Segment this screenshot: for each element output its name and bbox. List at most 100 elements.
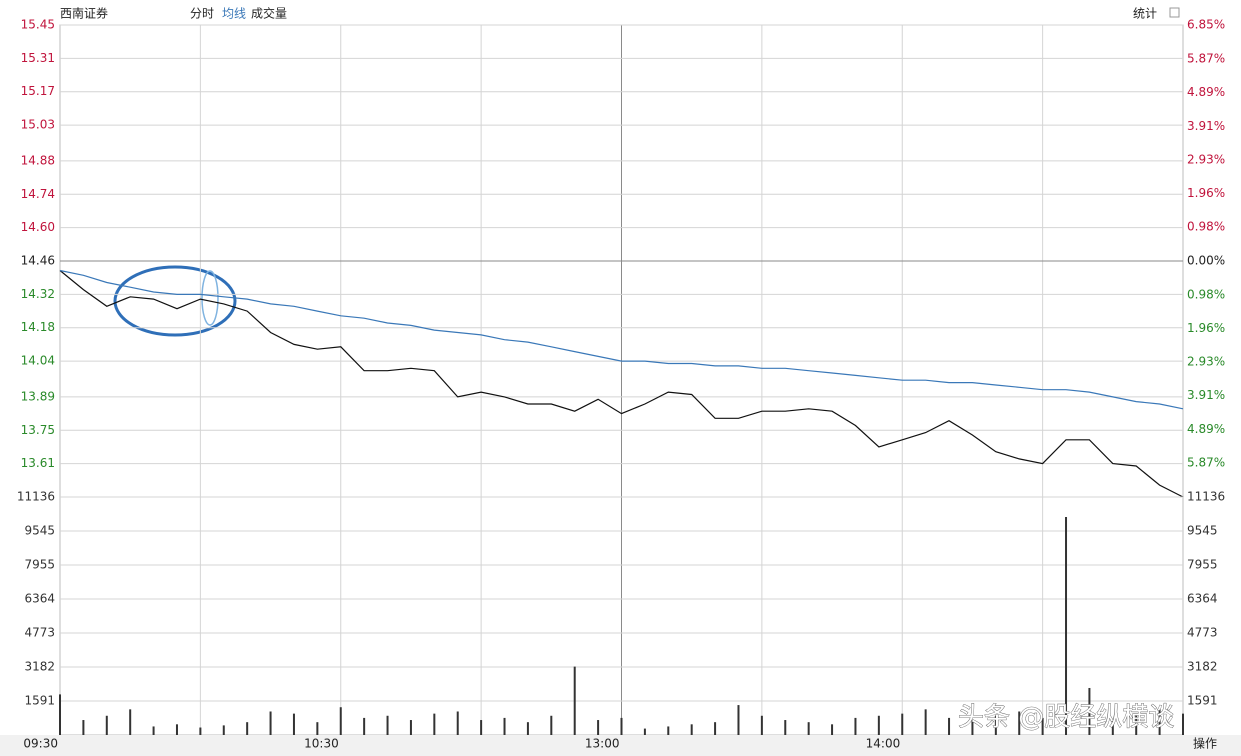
y-tick-label: 14.88 (21, 153, 55, 167)
price-line (59, 269, 1184, 410)
y-tick-label: 13.61 (21, 456, 55, 470)
volume-bar (854, 717, 857, 735)
tab[interactable]: 均线 (222, 7, 246, 21)
volume-bar (901, 713, 904, 735)
volume-bar (199, 727, 202, 735)
y2-tick-label: 4.89% (1187, 422, 1225, 436)
y-tick-label: 4773 (24, 625, 55, 639)
y-tick-label: 14.18 (21, 320, 55, 334)
volume-bar (877, 715, 880, 735)
volume-bar (831, 724, 834, 735)
time-bar (0, 735, 1241, 756)
y-tick-label: 15.45 (21, 18, 55, 32)
y-tick-label: 15.31 (21, 51, 55, 65)
y-tick-label: 14.46 (21, 254, 55, 268)
y2-tick-label: 3.91% (1187, 388, 1225, 402)
volume-bar (714, 722, 717, 735)
y-tick-label: 13.89 (21, 389, 55, 403)
x-tick-label: 14:00 (866, 737, 901, 751)
action-button[interactable]: 操作 (1193, 736, 1217, 751)
volume-bar (784, 720, 787, 735)
y-tick-label: 11136 (17, 490, 55, 504)
volume-bar (1135, 715, 1138, 735)
volume-bar (1065, 517, 1068, 735)
y-tick-label: 1591 (24, 693, 55, 707)
volume-bar (292, 713, 295, 735)
y2-tick-label: 1591 (1187, 693, 1218, 707)
volume-bar (1088, 687, 1091, 735)
y2-tick-label: 6.85% (1187, 18, 1225, 32)
volume-bar (994, 715, 997, 735)
tab[interactable]: 分时 (190, 7, 214, 21)
stats-icon[interactable] (1169, 7, 1180, 18)
volume-bar (550, 715, 553, 735)
y2-tick-label: 1.96% (1187, 186, 1225, 200)
volume-bar (1111, 720, 1114, 735)
tab[interactable]: 成交量 (251, 6, 287, 21)
volume-bar (643, 728, 646, 735)
volume-bar (503, 717, 506, 735)
volume-bar (526, 722, 529, 735)
volume-bar (59, 694, 61, 735)
y2-tick-label: 11136 (1187, 490, 1225, 504)
volume-bar (316, 722, 319, 735)
y-tick-label: 14.32 (21, 287, 55, 301)
volume-bar (924, 709, 927, 735)
volume-bar (129, 709, 132, 735)
y2-tick-label: 2.93% (1187, 153, 1225, 167)
volume-bar (760, 715, 763, 735)
volume-bar (971, 720, 974, 735)
y-tick-label: 14.60 (21, 220, 55, 234)
volume-bar (82, 720, 85, 735)
x-tick-label: 13:00 (585, 737, 620, 751)
volume-bar (222, 725, 225, 735)
y2-tick-label: 0.98% (1187, 220, 1225, 234)
volume-bar (690, 724, 693, 735)
volume-bar (667, 726, 670, 735)
y2-tick-label: 5.87% (1187, 456, 1225, 470)
y2-tick-label: 3.91% (1187, 119, 1225, 133)
plot: 09:30 10:30 13:00 14:00 15.45 15.31 15.17 15.03… (17, 18, 1225, 751)
y2-tick-label: 5.87% (1187, 51, 1225, 65)
y2-tick-label: 0.98% (1187, 287, 1225, 301)
volume-bar (363, 717, 366, 735)
volume-bar (597, 720, 600, 735)
watermark: 头条 @股经纵横谈 (958, 703, 1174, 733)
volume-bar (807, 722, 810, 735)
volume-bar (1182, 713, 1184, 735)
volume-bar (269, 711, 272, 735)
y-tick-label: 3182 (24, 659, 55, 673)
volume-bar (339, 707, 342, 735)
volume-bar (1041, 717, 1044, 735)
y2-tick-label: 3182 (1187, 659, 1218, 673)
y2-tick-label: 9545 (1187, 524, 1218, 538)
volume-bar (152, 726, 155, 735)
volume-bar (175, 724, 178, 735)
volume-bar (1158, 709, 1161, 735)
volume-bar (948, 717, 951, 735)
highlight-ellipse (201, 270, 219, 326)
x-tick-label: 10:30 (304, 737, 339, 751)
volume-bar (456, 711, 459, 735)
volume-bar (737, 705, 740, 735)
y2-tick-label: 6364 (1187, 591, 1218, 605)
y-tick-label: 14.04 (21, 354, 55, 368)
volume-bar (433, 713, 436, 735)
volume-bar (480, 720, 483, 735)
highlight-ellipse (113, 265, 237, 337)
y-tick-label: 9545 (24, 524, 55, 538)
y2-tick-label: 0.00% (1187, 254, 1225, 268)
volume-bar (620, 717, 623, 735)
y-tick-label: 6364 (24, 591, 55, 605)
stats-button[interactable]: 统计 (1133, 7, 1157, 21)
x-tick-label: 09:30 (23, 737, 58, 751)
y-tick-label: 13.75 (21, 423, 55, 437)
y-tick-label: 7955 (24, 557, 55, 571)
y-tick-label: 15.03 (21, 118, 55, 132)
y2-tick-label: 2.93% (1187, 354, 1225, 368)
y2-tick-label: 4.89% (1187, 85, 1225, 99)
y2-tick-label: 4773 (1187, 625, 1218, 639)
y2-tick-label: 1.96% (1187, 321, 1225, 335)
